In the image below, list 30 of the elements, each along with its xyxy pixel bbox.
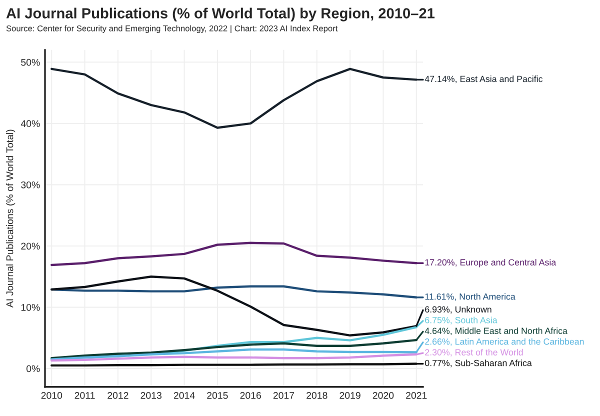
x-tick-label: 2010: [41, 392, 62, 399]
y-tick-label: 0%: [26, 365, 40, 372]
x-tick-label: 2021: [406, 392, 427, 399]
x-tick-label: 2019: [340, 392, 360, 399]
x-tick-label: 2014: [174, 392, 195, 399]
x-tick-label: 2017: [273, 392, 294, 399]
y-tick-label: 20%: [21, 242, 40, 250]
text: 4.64%, Middle East and North Africa: [424, 327, 568, 336]
chart-title: AI Journal Publications (% of World Total) by Region, 2010–21: [6, 8, 435, 22]
text: 6.75%, South Asia: [425, 316, 498, 324]
y-tick-label: 40%: [20, 120, 40, 128]
text: 6.93%, Unknown: [425, 306, 492, 314]
y-axis-title: AI Journal Publications (% of World Total): [6, 130, 16, 308]
x-tick-label: 2016: [240, 392, 261, 399]
text: 0.77%, Sub-Saharan Africa: [425, 360, 532, 368]
text: 11.61%, North America: [425, 293, 516, 301]
x-tick-label: 2011: [74, 392, 95, 399]
text: 2.30%, Rest of the World: [425, 348, 523, 356]
x-tick-label: 2020: [372, 392, 394, 399]
x-tick-label: 2018: [306, 392, 328, 399]
y-tick-label: 10%: [21, 304, 40, 311]
text: 17.20%, Europe and Central Asia: [425, 258, 556, 268]
text: 2.66%, Latin America and the Caribbean: [425, 338, 584, 346]
source-note: Source: Center for Security and Emerging Technology, 2022 | Chart: 2023 AI Index Report: [6, 25, 338, 34]
y-tick-label: 50%: [21, 58, 40, 66]
text: 47.14%, East Asia and Pacific: [424, 76, 543, 84]
y-tick-label: 30%: [21, 181, 40, 188]
x-tick-label: 2013: [140, 392, 162, 399]
x-tick-label: 2012: [108, 392, 128, 399]
x-tick-label: 2015: [207, 392, 228, 399]
